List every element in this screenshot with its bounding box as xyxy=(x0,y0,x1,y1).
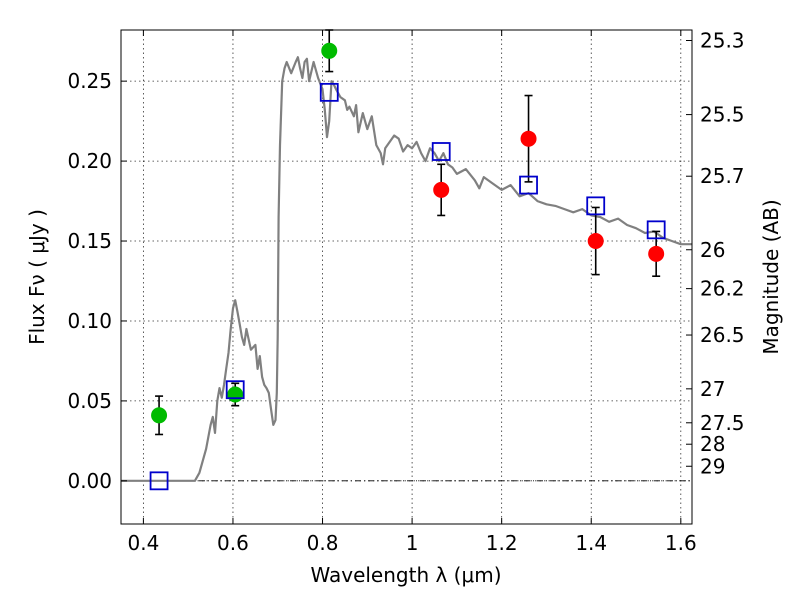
magnitude-tick-label: 26.5 xyxy=(700,323,745,347)
x-tick-label: 1.4 xyxy=(575,531,607,555)
y-tick-label: 0.00 xyxy=(67,469,112,493)
x-tick-label: 1 xyxy=(406,531,419,555)
x-tick-label: 0.8 xyxy=(307,531,339,555)
green-data-point xyxy=(151,407,168,424)
x-tick-label: 0.6 xyxy=(217,531,249,555)
model-spectrum xyxy=(121,56,692,482)
y-tick-label: 0.20 xyxy=(67,149,112,173)
plot-frame xyxy=(120,29,693,525)
x-tick-label: 1.2 xyxy=(486,531,518,555)
red-data-point xyxy=(433,181,450,198)
model-square-point xyxy=(431,142,451,161)
model-square-point xyxy=(149,471,169,491)
magnitude-tick-label: 27.5 xyxy=(700,411,745,435)
x-tick-label: 1.6 xyxy=(665,531,697,555)
magnitude-tick-label: 29 xyxy=(700,454,725,478)
magnitude-tick-label: 27 xyxy=(700,377,725,401)
magnitude-tick-label: 26 xyxy=(700,238,725,262)
model-square-point xyxy=(319,82,339,102)
y-tick-label: 0.15 xyxy=(67,229,112,253)
magnitude-tick-label: 25.7 xyxy=(700,164,745,188)
red-data-point xyxy=(520,130,537,147)
y-tick-label: 0.25 xyxy=(67,69,112,93)
x-tick-label: 0.4 xyxy=(127,531,159,555)
y-tick-label: 0.05 xyxy=(67,389,112,413)
model-square-point xyxy=(519,175,538,195)
magnitude-tick-label: 25.3 xyxy=(700,29,745,53)
x-axis-label: Wavelength λ (μm) xyxy=(310,563,501,587)
magnitude-axis-label: Magnitude (AB) xyxy=(759,199,783,354)
red-data-point xyxy=(587,233,604,250)
model-square-point xyxy=(225,380,245,400)
y-tick-label: 0.10 xyxy=(67,309,112,333)
model-spectrum-line xyxy=(121,56,692,482)
model-square-point xyxy=(646,220,666,240)
magnitude-tick-label: 26.2 xyxy=(700,277,745,301)
model-square-point xyxy=(586,196,606,216)
y-axis-ticks: 0.00 0.05 0.10 0.15 0.20 0.25 xyxy=(67,69,127,493)
data-points xyxy=(149,29,666,491)
green-data-point xyxy=(321,42,338,59)
magnitude-tick-label: 28 xyxy=(700,432,725,456)
y-axis-label: Flux Fν ( μJy ) xyxy=(25,209,49,345)
magnitude-tick-label: 25.5 xyxy=(700,103,745,127)
x-axis-ticks: 0.4 0.6 0.8 1 1.2 1.4 1.6 xyxy=(127,30,697,555)
red-data-point xyxy=(648,245,665,262)
green-data-point xyxy=(227,386,244,403)
plot-background xyxy=(121,30,692,524)
